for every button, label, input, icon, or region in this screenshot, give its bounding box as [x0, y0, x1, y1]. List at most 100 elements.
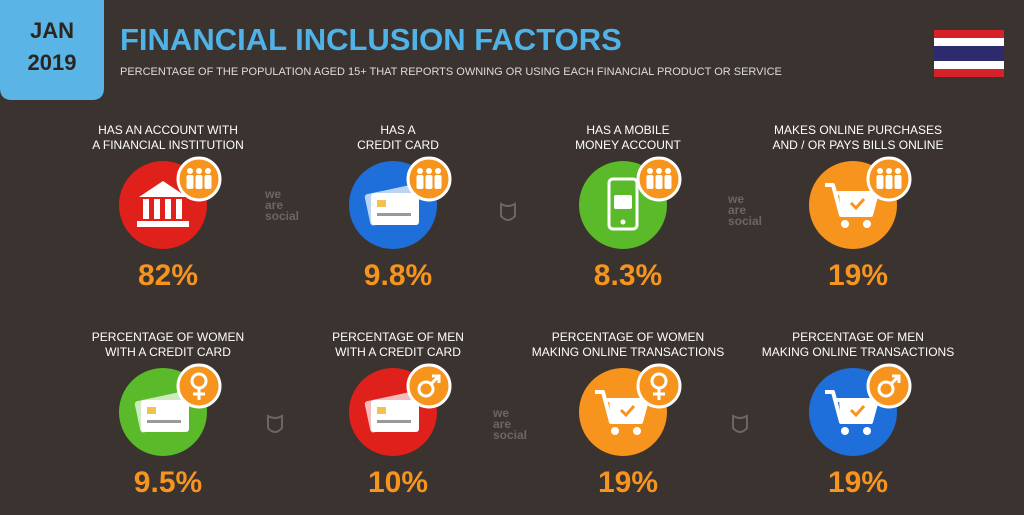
badge-icon — [655, 175, 663, 189]
icon — [143, 199, 149, 219]
icon — [377, 213, 411, 216]
watermark-text: we — [264, 187, 281, 201]
watermark-text: we — [492, 406, 509, 420]
icon — [841, 220, 849, 228]
badge-icon — [416, 175, 424, 189]
tile-value: 19% — [828, 259, 888, 292]
badge-icon — [426, 168, 432, 174]
icon — [863, 427, 871, 435]
tile-label: PERCENTAGE OF MEN — [332, 330, 464, 344]
tile-value: 82% — [138, 259, 198, 292]
icon — [165, 199, 171, 219]
icon — [137, 221, 189, 227]
tile-value: 9.8% — [364, 259, 432, 292]
watermark-text: we — [727, 192, 744, 206]
badge-icon — [435, 168, 441, 174]
date-month: JAN — [30, 18, 74, 43]
badge-icon — [894, 175, 902, 189]
watermark-text: social — [265, 209, 299, 223]
icon — [841, 427, 849, 435]
tile-label: PERCENTAGE OF WOMEN — [552, 330, 704, 344]
badge-icon — [877, 168, 883, 174]
tile-label: MAKING ONLINE TRANSACTIONS — [532, 345, 724, 359]
icon — [371, 400, 419, 432]
badge-icon — [417, 168, 423, 174]
tile-label: MAKING ONLINE TRANSACTIONS — [762, 345, 954, 359]
badge-icon — [646, 175, 654, 189]
flag — [934, 30, 1004, 77]
subtitle: PERCENTAGE OF THE POPULATION AGED 15+ TH… — [120, 66, 782, 78]
icon — [141, 400, 189, 432]
badge-icon — [664, 175, 672, 189]
badge-icon — [665, 168, 671, 174]
tile-label: CREDIT CARD — [357, 138, 439, 152]
flag-stripe — [934, 46, 1004, 61]
icon — [849, 198, 866, 211]
title: FINANCIAL INCLUSION FACTORS — [120, 22, 622, 57]
badge-icon — [195, 175, 203, 189]
badge-icon — [656, 168, 662, 174]
tile-label: AND / OR PAYS BILLS ONLINE — [773, 138, 944, 152]
badge-icon — [886, 168, 892, 174]
flag-stripe — [934, 30, 1004, 38]
tile-label: HAS A MOBILE — [586, 123, 669, 137]
watermark-text: are — [493, 417, 511, 431]
badge-icon — [204, 175, 212, 189]
icon — [614, 195, 632, 209]
date-box — [0, 0, 104, 100]
badge-icon — [196, 168, 202, 174]
tile-label: MAKES ONLINE PURCHASES — [774, 123, 942, 137]
badge-icon — [889, 374, 901, 386]
tile-label: A FINANCIAL INSTITUTION — [92, 138, 244, 152]
icon — [147, 407, 156, 414]
tile-value: 8.3% — [594, 259, 662, 292]
watermark-text: are — [265, 198, 283, 212]
tile-label: MONEY ACCOUNT — [575, 138, 681, 152]
icon — [849, 405, 866, 418]
badge — [176, 363, 222, 409]
watermark-text: social — [493, 428, 527, 442]
date-year: 2019 — [28, 50, 77, 75]
tile-label: PERCENTAGE OF WOMEN — [92, 330, 244, 344]
badge — [866, 363, 912, 409]
owl-logo — [267, 414, 283, 433]
tile-label: HAS AN ACCOUNT WITH — [98, 123, 238, 137]
icon — [377, 420, 411, 423]
badge — [636, 363, 682, 409]
flag-stripe — [934, 38, 1004, 46]
icon — [139, 181, 187, 197]
icon — [176, 199, 182, 219]
icon — [619, 405, 636, 418]
tile-label: WITH A CREDIT CARD — [105, 345, 231, 359]
icon — [377, 200, 386, 207]
badge-icon — [187, 168, 193, 174]
badge-icon — [193, 388, 205, 400]
watermark-text: are — [728, 203, 746, 217]
badge-icon — [425, 175, 433, 189]
badge-icon — [647, 168, 653, 174]
badge-icon — [186, 175, 194, 189]
badge-icon — [429, 374, 441, 386]
icon — [377, 407, 386, 414]
icon — [607, 177, 639, 231]
tile-value: 9.5% — [134, 466, 202, 499]
icon — [371, 193, 419, 225]
badge-icon — [895, 168, 901, 174]
icon — [633, 427, 641, 435]
badge-icon — [205, 168, 211, 174]
badge-icon — [876, 175, 884, 189]
badge-icon — [885, 175, 893, 189]
